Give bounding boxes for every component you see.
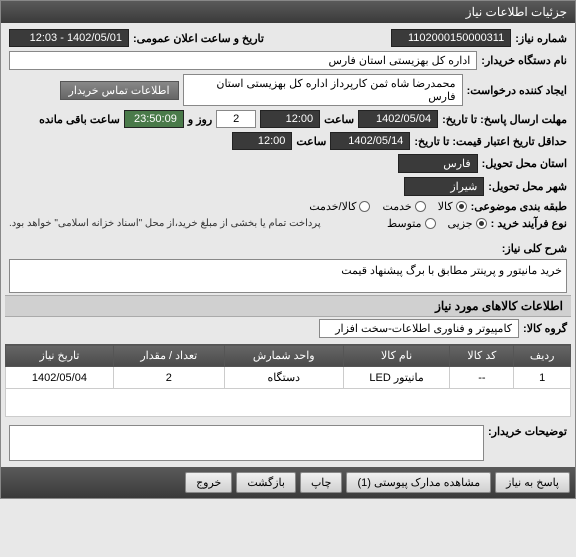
respond-button[interactable]: پاسخ به نیاز <box>495 472 570 493</box>
footer: پاسخ به نیاز مشاهده مدارک پیوستی (1) چاپ… <box>1 467 575 498</box>
deadline-time-field: 12:00 <box>260 110 320 128</box>
payment-note: پرداخت تمام یا بخشی از مبلغ خرید،از محل … <box>9 218 321 229</box>
radio-motevaset[interactable]: متوسط <box>387 217 436 230</box>
category-radios: کالا خدمت کالا/خدمت <box>309 200 466 213</box>
remain-time-field: 23:50:09 <box>124 110 184 128</box>
need-no-field: 1102000150000311 <box>391 29 511 47</box>
creator-label: ایجاد کننده درخواست: <box>467 84 567 97</box>
radio-jozi[interactable]: جزیی <box>448 217 487 230</box>
goods-section-head: اطلاعات کالاهای مورد نیاز <box>5 295 571 317</box>
col-code: کد کالا <box>450 345 514 367</box>
radio-dot-icon <box>425 218 436 229</box>
goods-table: ردیف کد کالا نام کالا واحد شمارش تعداد /… <box>5 344 571 389</box>
deadline-label: مهلت ارسال پاسخ: تا تاریخ: <box>442 113 567 126</box>
titlebar: جزئیات اطلاعات نیاز <box>1 1 575 23</box>
comments-label: توضیحات خریدار: <box>488 425 567 438</box>
table-header-row: ردیف کد کالا نام کالا واحد شمارش تعداد /… <box>6 345 571 367</box>
window: جزئیات اطلاعات نیاز شماره نیاز: 11020001… <box>0 0 576 499</box>
col-qty: تعداد / مقدار <box>113 345 224 367</box>
validity-time-field: 12:00 <box>232 132 292 150</box>
table-cell: دستگاه <box>224 367 343 389</box>
group-label: گروه کالا: <box>523 322 567 335</box>
radio-khadamat[interactable]: خدمت <box>382 200 425 213</box>
creator-field: محمدرضا شاه ثمن کارپرداز اداره کل بهزیست… <box>183 74 463 106</box>
table-cell: -- <box>450 367 514 389</box>
radio-dot-icon <box>456 201 467 212</box>
col-unit: واحد شمارش <box>224 345 343 367</box>
col-name: نام کالا <box>343 345 450 367</box>
table-cell: 1402/05/04 <box>6 367 114 389</box>
content: شماره نیاز: 1102000150000311 تاریخ و ساع… <box>1 23 575 467</box>
buyer-label: نام دستگاه خریدار: <box>481 54 567 67</box>
desc-textarea[interactable] <box>9 259 567 293</box>
process-radios: جزیی متوسط <box>387 217 487 230</box>
radio-dot-icon <box>476 218 487 229</box>
city-field: شیراز <box>404 177 484 196</box>
process-label: نوع فرآیند خرید : <box>491 217 567 230</box>
buyer-field: اداره کل بهزیستی استان فارس <box>9 51 477 70</box>
time-label-1: ساعت <box>324 113 354 126</box>
attachments-button[interactable]: مشاهده مدارک پیوستی (1) <box>346 472 491 493</box>
province-field: فارس <box>398 154 478 173</box>
radio-dot-icon <box>359 201 370 212</box>
table-cell: 2 <box>113 367 224 389</box>
table-cell: 1 <box>514 367 571 389</box>
group-field: کامپیوتر و فناوری اطلاعات-سخت افزار <box>319 319 519 338</box>
radio-kala[interactable]: کالا <box>438 200 467 213</box>
announce-field: 1402/05/01 - 12:03 <box>9 29 129 47</box>
table-empty-space <box>5 389 571 417</box>
comments-box <box>9 425 484 461</box>
contact-button[interactable]: اطلاعات تماس خریدار <box>60 81 179 100</box>
col-row: ردیف <box>514 345 571 367</box>
table-cell: مانیتور LED <box>343 367 450 389</box>
table-row[interactable]: 1--مانیتور LEDدستگاه21402/05/04 <box>6 367 571 389</box>
radio-kala-khadamat[interactable]: کالا/خدمت <box>309 200 370 213</box>
deadline-date-field: 1402/05/04 <box>358 110 438 128</box>
days-field: 2 <box>216 110 256 128</box>
radio-dot-icon <box>415 201 426 212</box>
announce-label: تاریخ و ساعت اعلان عمومی: <box>133 32 264 45</box>
need-no-label: شماره نیاز: <box>515 32 567 45</box>
time-label-2: ساعت <box>296 135 326 148</box>
validity-label: حداقل تاریخ اعتبار قیمت: تا تاریخ: <box>414 135 567 148</box>
desc-label: شرح کلی نیاز: <box>502 242 567 255</box>
category-label: طبقه بندی موضوعی: <box>471 200 567 213</box>
remain-label: ساعت باقی مانده <box>39 113 120 126</box>
window-title: جزئیات اطلاعات نیاز <box>466 5 567 19</box>
city-label: شهر محل تحویل: <box>488 180 567 193</box>
validity-date-field: 1402/05/14 <box>330 132 410 150</box>
col-date: تاریخ نیاز <box>6 345 114 367</box>
print-button[interactable]: چاپ <box>300 472 343 493</box>
province-label: استان محل تحویل: <box>482 157 567 170</box>
back-button[interactable]: بازگشت <box>236 472 296 493</box>
days-label: روز و <box>188 113 212 126</box>
exit-button[interactable]: خروج <box>185 472 232 493</box>
